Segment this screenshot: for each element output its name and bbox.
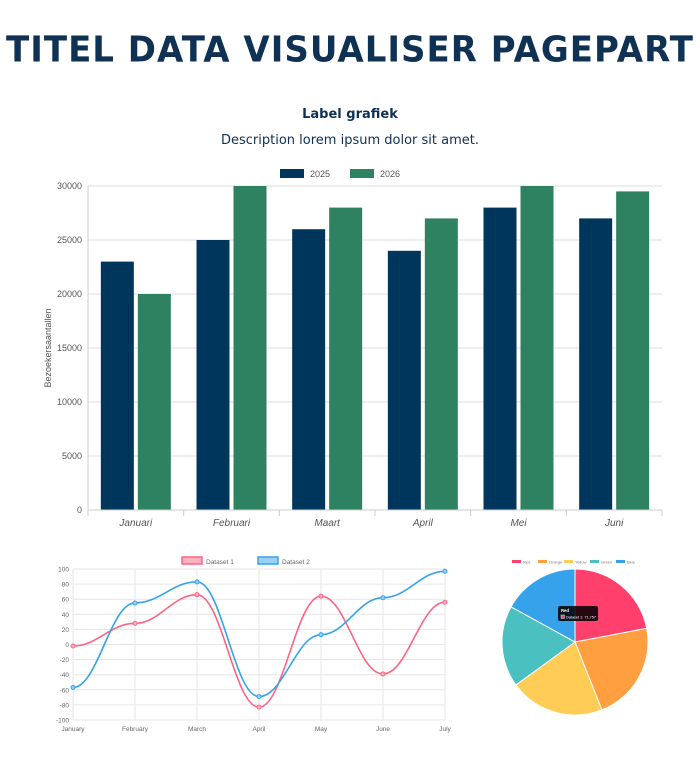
bar-mei-2025[interactable] bbox=[483, 207, 517, 510]
bar-februari-2026[interactable] bbox=[233, 186, 267, 510]
legend-label-green[interactable]: Green bbox=[601, 560, 612, 565]
page-title: TITEL DATA VISUALISER PAGEPART bbox=[6, 29, 694, 71]
legend-label-orange[interactable]: Orange bbox=[549, 560, 563, 565]
point-dataset-1-march[interactable] bbox=[194, 592, 200, 598]
x-tick-label: Mei bbox=[510, 518, 527, 529]
pie-slice-blue[interactable] bbox=[510, 568, 576, 643]
y-tick-label: 20000 bbox=[57, 289, 82, 299]
bar-februari-2025[interactable] bbox=[196, 240, 230, 510]
legend-label-dataset-2[interactable]: Dataset 2 bbox=[282, 559, 310, 566]
legend-swatch-2026[interactable] bbox=[350, 169, 374, 178]
point-dataset-2-march[interactable] bbox=[194, 579, 200, 585]
pie-tooltip: Red Dataset 1: 71,757 bbox=[558, 606, 598, 621]
pie-legend: Red Orange Yellow Green Blue bbox=[512, 560, 636, 565]
bar-januari-2025[interactable] bbox=[100, 261, 134, 510]
bar-april-2025[interactable] bbox=[387, 250, 421, 511]
legend-swatch-2025[interactable] bbox=[280, 169, 304, 178]
x-tick-label: Februari bbox=[213, 518, 251, 529]
legend-swatch-blue[interactable] bbox=[616, 560, 625, 563]
x-tick-label: June bbox=[376, 726, 390, 733]
point-dataset-1-february[interactable] bbox=[132, 620, 138, 626]
y-tick-label: 10000 bbox=[57, 397, 82, 407]
legend-label-red[interactable]: Red bbox=[523, 560, 530, 565]
legend-swatch-dataset-2[interactable] bbox=[257, 556, 279, 565]
x-tick-label: April bbox=[252, 726, 266, 733]
bar-juni-2025[interactable] bbox=[579, 218, 613, 510]
bar-juni-2026[interactable] bbox=[616, 191, 650, 510]
tooltip-swatch bbox=[560, 614, 565, 619]
point-dataset-1-july[interactable] bbox=[442, 599, 448, 605]
y-tick-label: 40 bbox=[62, 612, 70, 619]
legend-swatch-dataset-1[interactable] bbox=[181, 556, 203, 565]
point-dataset-2-february[interactable] bbox=[132, 600, 138, 606]
y-tick-label: 0 bbox=[77, 505, 82, 515]
y-tick-label: 15000 bbox=[57, 343, 82, 353]
y-tick-label: -20 bbox=[60, 657, 70, 664]
y-tick-label: 20 bbox=[62, 627, 70, 634]
x-tick-label: Januari bbox=[118, 518, 153, 529]
y-tick-label: 60 bbox=[62, 597, 70, 604]
y-tick-label: -40 bbox=[60, 672, 70, 679]
bar-april-2026[interactable] bbox=[424, 218, 458, 510]
line-chart: Dataset 1 Dataset 2 -100 -80 -60 -40 -20 0 20 40 6… bbox=[56, 556, 452, 733]
legend-swatch-red[interactable] bbox=[512, 560, 521, 563]
legend-swatch-orange[interactable] bbox=[538, 560, 547, 563]
point-dataset-2-may[interactable] bbox=[318, 632, 324, 638]
x-tick-label: April bbox=[412, 518, 434, 529]
point-dataset-1-june[interactable] bbox=[380, 671, 386, 677]
x-tick-label: Juni bbox=[604, 518, 624, 529]
legend-label-yellow[interactable]: Yellow bbox=[575, 560, 587, 565]
point-dataset-1-april[interactable] bbox=[256, 704, 262, 710]
y-tick-label: -60 bbox=[60, 687, 70, 694]
x-tick-label: March bbox=[188, 726, 206, 733]
y-tick-label: -80 bbox=[60, 702, 70, 709]
legend-label-blue[interactable]: Blue bbox=[627, 560, 636, 565]
legend-label-2026[interactable]: 2026 bbox=[380, 169, 400, 179]
point-dataset-2-june[interactable] bbox=[380, 595, 386, 601]
y-tick-label: -100 bbox=[56, 718, 69, 725]
bar-legend: 2025 2026 bbox=[280, 169, 400, 179]
bar-maart-2026[interactable] bbox=[329, 207, 363, 510]
point-dataset-1-may[interactable] bbox=[318, 593, 324, 599]
tooltip-title: Red bbox=[561, 608, 569, 613]
bar-chart: 2025 2026 0 5000 10000 15000 20000 25000 30000 Be… bbox=[43, 169, 663, 529]
y-tick-label: 80 bbox=[62, 582, 70, 589]
y-tick-label: 30000 bbox=[57, 181, 82, 191]
legend-label-dataset-1[interactable]: Dataset 1 bbox=[206, 559, 234, 566]
point-dataset-1-january[interactable] bbox=[70, 643, 76, 649]
pie-slice-green[interactable] bbox=[501, 606, 576, 686]
tooltip-box bbox=[558, 606, 598, 621]
point-dataset-2-july[interactable] bbox=[442, 568, 448, 574]
bar-januari-2026[interactable] bbox=[137, 294, 171, 510]
pie-slice-orange[interactable] bbox=[574, 627, 649, 711]
pie-slice-yellow[interactable] bbox=[515, 641, 603, 716]
y-tick-label: 25000 bbox=[57, 235, 82, 245]
legend-swatch-yellow[interactable] bbox=[564, 560, 573, 563]
tooltip-text: Dataset 1: 71,757 bbox=[566, 616, 596, 620]
bar-maart-2025[interactable] bbox=[292, 229, 326, 510]
x-tick-label: July bbox=[439, 726, 451, 733]
chart-description: Description lorem ipsum dolor sit amet. bbox=[221, 133, 479, 148]
x-tick-label: February bbox=[122, 726, 149, 733]
y-tick-label: 100 bbox=[58, 567, 69, 574]
point-dataset-2-april[interactable] bbox=[256, 694, 262, 700]
legend-label-2025[interactable]: 2025 bbox=[310, 169, 330, 179]
y-tick-label: 5000 bbox=[62, 451, 82, 461]
y-axis-label: Bezoekersaantallen bbox=[43, 308, 53, 387]
point-dataset-2-january[interactable] bbox=[70, 685, 76, 691]
pie-slice-red[interactable] bbox=[574, 568, 648, 643]
chart-label: Label grafiek bbox=[302, 107, 398, 122]
x-tick-label: May bbox=[315, 726, 328, 733]
x-tick-label: Maart bbox=[314, 518, 341, 529]
y-tick-label: 0 bbox=[65, 642, 69, 649]
line-legend: Dataset 1 Dataset 2 bbox=[181, 556, 310, 566]
x-tick-label: January bbox=[61, 726, 85, 733]
bar-mei-2026[interactable] bbox=[520, 186, 554, 510]
pie-chart: Red Orange Yellow Green Blue Red Dataset 1: 71… bbox=[501, 560, 649, 716]
legend-swatch-green[interactable] bbox=[590, 560, 599, 563]
